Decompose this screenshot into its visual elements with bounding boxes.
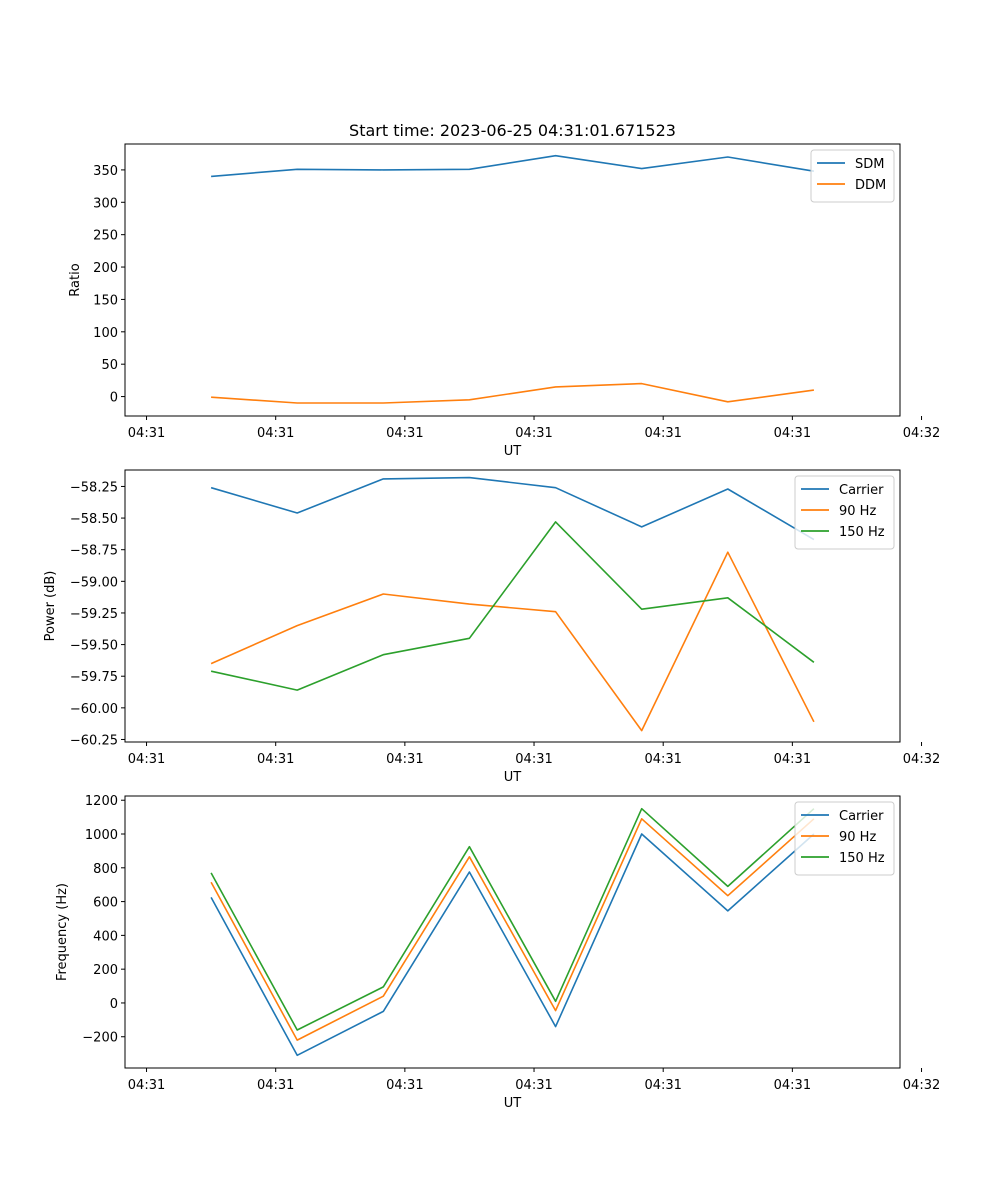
chart-panel-1: 04:31 04:31 04:31 04:31 04:31 04:31 04:32 0 50 10… <box>68 121 940 459</box>
y-tick-label: 800 <box>93 862 118 877</box>
x-tick-label: 04:31 <box>515 426 552 441</box>
y-tick-label: −58.50 <box>70 512 118 527</box>
legend-label: 150 Hz <box>839 851 885 866</box>
series-line-2-2 <box>210 551 815 732</box>
y-tick-label: 600 <box>93 896 118 911</box>
x-axis-label: UT <box>504 1096 522 1111</box>
plot-frame <box>124 469 901 743</box>
y-tick-label: −200 <box>82 1031 118 1046</box>
x-tick-label: 04:32 <box>903 1078 940 1093</box>
y-tick-label: 1200 <box>85 794 118 809</box>
y-tick-label: 100 <box>93 326 118 341</box>
y-tick-label: 1000 <box>85 828 118 843</box>
x-tick-label: 04:31 <box>644 426 681 441</box>
legend-label: 150 Hz <box>839 525 885 540</box>
x-axis-label: UT <box>504 770 522 785</box>
y-tick-label: 300 <box>93 196 118 211</box>
y-tick-label: 150 <box>93 293 118 308</box>
plot-frame <box>124 795 901 1069</box>
legend-label: SDM <box>855 157 884 172</box>
y-tick-label: −60.25 <box>70 733 118 748</box>
x-tick-label: 04:31 <box>644 1078 681 1093</box>
y-axis-label: Frequency (Hz) <box>55 883 70 981</box>
series-line-1-2 <box>211 382 815 404</box>
legend: Carrier 90 Hz 150 Hz <box>794 801 895 876</box>
y-tick-label: −59.50 <box>70 639 118 654</box>
x-tick-label: 04:31 <box>386 426 423 441</box>
y-tick-label: 0 <box>110 997 118 1012</box>
chart-panel-3: 04:31 04:31 04:31 04:31 04:31 04:31 04:32 −200 0… <box>55 794 940 1111</box>
y-tick-label: 200 <box>93 963 118 978</box>
y-tick-label: −59.25 <box>70 607 118 622</box>
x-tick-label: 04:31 <box>257 752 294 767</box>
y-axis-label: Ratio <box>68 263 83 296</box>
x-tick-label: 04:31 <box>515 1078 552 1093</box>
x-tick-label: 04:31 <box>386 1078 423 1093</box>
y-tick-label: 400 <box>93 929 118 944</box>
x-tick-label: 04:31 <box>386 752 423 767</box>
y-tick-label: −59.75 <box>70 670 118 685</box>
x-tick-label: 04:32 <box>903 426 940 441</box>
y-tick-label: −58.75 <box>70 544 118 559</box>
legend-label: 90 Hz <box>839 830 876 845</box>
chart-title: Start time: 2023-06-25 04:31:01.671523 <box>349 121 676 140</box>
series-line-3-3 <box>210 807 815 1031</box>
x-tick-label: 04:31 <box>128 752 165 767</box>
x-tick-label: 04:31 <box>128 1078 165 1093</box>
series-line-2-3 <box>210 521 815 691</box>
x-tick-label: 04:31 <box>644 752 681 767</box>
series-line-2-1 <box>210 476 815 541</box>
x-tick-label: 04:32 <box>903 752 940 767</box>
y-tick-label: 250 <box>93 229 118 244</box>
y-tick-label: 200 <box>93 261 118 276</box>
legend: SDM DDM <box>810 149 895 203</box>
y-tick-label: −59.00 <box>70 575 118 590</box>
plot-frame <box>124 143 901 417</box>
y-tick-label: −60.00 <box>70 702 118 717</box>
series-line-1-1 <box>211 154 815 178</box>
x-tick-label: 04:31 <box>774 1078 811 1093</box>
series-line-3-1 <box>210 833 815 1057</box>
legend-label: DDM <box>855 178 886 193</box>
y-tick-label: −58.25 <box>70 480 118 495</box>
legend-label: 90 Hz <box>839 504 876 519</box>
x-tick-label: 04:31 <box>515 752 552 767</box>
x-tick-label: 04:31 <box>257 426 294 441</box>
y-tick-label: 0 <box>110 391 118 406</box>
y-axis-label: Power (dB) <box>43 571 58 642</box>
x-tick-label: 04:31 <box>128 426 165 441</box>
legend-label: Carrier <box>839 809 884 824</box>
chart-panel-2: 04:31 04:31 04:31 04:31 04:31 04:31 04:32 −60.2… <box>43 469 940 785</box>
series-line-3-2 <box>210 817 815 1041</box>
y-tick-label: 350 <box>93 164 118 179</box>
x-tick-label: 04:31 <box>257 1078 294 1093</box>
y-tick-label: 50 <box>101 358 118 373</box>
x-axis-label: UT <box>504 444 522 459</box>
legend-label: Carrier <box>839 483 884 498</box>
legend: Carrier 90 Hz 150 Hz <box>794 475 895 550</box>
x-tick-label: 04:31 <box>774 426 811 441</box>
x-tick-label: 04:31 <box>774 752 811 767</box>
